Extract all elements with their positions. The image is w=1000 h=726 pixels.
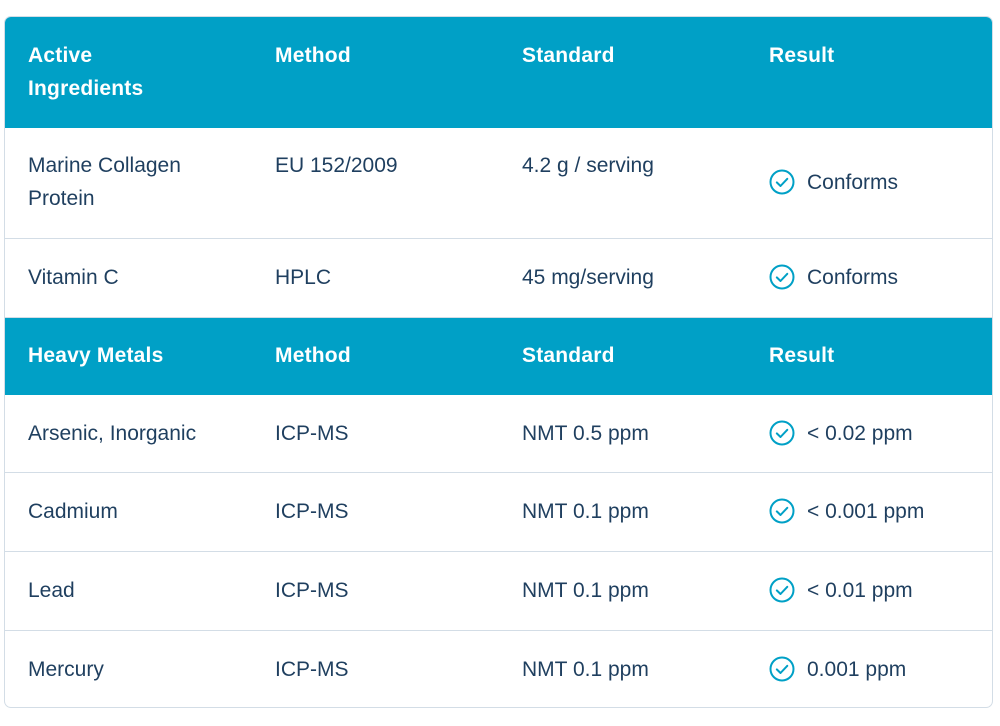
- standard-value: NMT 0.1 ppm: [522, 658, 649, 681]
- metal-name: Arsenic, Inorganic: [28, 422, 197, 445]
- result-cell: 0.001 ppm: [746, 653, 992, 707]
- metal-name: Cadmium: [28, 500, 118, 523]
- table-row: Arsenic, Inorganic ICP-MS NMT 0.5 ppm < …: [5, 395, 992, 473]
- method-value: ICP-MS: [275, 422, 349, 445]
- header-cell-category: Heavy Metals: [28, 344, 164, 367]
- table-row: Vitamin C HPLC 45 mg/serving Conforms: [5, 239, 992, 318]
- result-value: < 0.01 ppm: [807, 579, 913, 602]
- result-value: 0.001 ppm: [807, 658, 907, 681]
- method-value: ICP-MS: [275, 500, 349, 523]
- result-cell: < 0.02 ppm: [746, 417, 992, 472]
- check-circle-icon: [769, 498, 795, 524]
- header-cell-result: Result: [769, 344, 835, 367]
- ingredient-name: Marine Collagen Protein: [28, 154, 181, 210]
- method-value: ICP-MS: [275, 579, 349, 602]
- header-cell-category: Active Ingredients: [28, 44, 144, 100]
- table-row: Cadmium ICP-MS NMT 0.1 ppm < 0.001 ppm: [5, 473, 992, 552]
- header-cell-result: Result: [769, 44, 835, 67]
- header-cell-standard: Standard: [522, 344, 615, 367]
- header-cell-standard: Standard: [522, 44, 615, 67]
- method-value: EU 152/2009: [275, 154, 398, 177]
- test-results-table: Active Ingredients Method Standard Resul…: [4, 16, 993, 708]
- table-header-heavy-metals: Heavy Metals Method Standard Result: [5, 318, 992, 395]
- check-circle-icon: [769, 577, 795, 603]
- table-row: Lead ICP-MS NMT 0.1 ppm < 0.01 ppm: [5, 552, 992, 631]
- table-row: Marine Collagen Protein EU 152/2009 4.2 …: [5, 128, 992, 239]
- result-value: < 0.001 ppm: [807, 500, 925, 523]
- header-cell-method: Method: [275, 44, 351, 67]
- check-circle-icon: [769, 420, 795, 446]
- standard-value: 45 mg/serving: [522, 266, 654, 289]
- standard-value: NMT 0.1 ppm: [522, 500, 649, 523]
- result-value: Conforms: [807, 171, 899, 194]
- result-cell: < 0.01 ppm: [746, 574, 992, 630]
- table-header-active-ingredients: Active Ingredients Method Standard Resul…: [5, 17, 992, 128]
- result-value: < 0.02 ppm: [807, 422, 913, 445]
- standard-value: NMT 0.5 ppm: [522, 422, 649, 445]
- check-circle-icon: [769, 169, 795, 195]
- result-value: Conforms: [807, 266, 899, 289]
- result-cell: < 0.001 ppm: [746, 495, 992, 551]
- method-value: HPLC: [275, 266, 332, 289]
- ingredient-name: Vitamin C: [28, 266, 119, 289]
- metal-name: Lead: [28, 579, 75, 602]
- header-cell-method: Method: [275, 344, 351, 367]
- result-cell: Conforms: [746, 261, 992, 317]
- check-circle-icon: [769, 656, 795, 682]
- metal-name: Mercury: [28, 658, 104, 681]
- check-circle-icon: [769, 264, 795, 290]
- result-cell: Conforms: [746, 149, 992, 238]
- method-value: ICP-MS: [275, 658, 349, 681]
- standard-value: 4.2 g / serving: [522, 154, 654, 177]
- standard-value: NMT 0.1 ppm: [522, 579, 649, 602]
- table-row: Mercury ICP-MS NMT 0.1 ppm 0.001 ppm: [5, 631, 992, 707]
